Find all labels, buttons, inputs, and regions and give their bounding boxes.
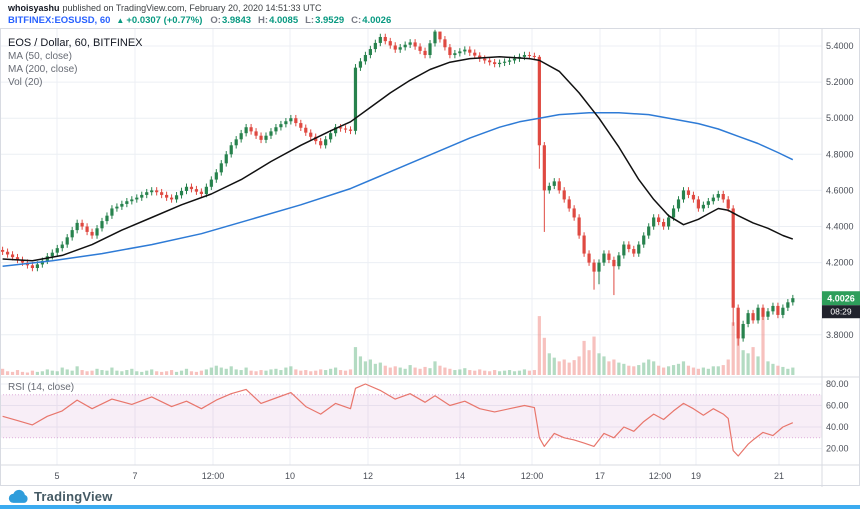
footer-accent-bar [0, 505, 860, 509]
open-label: O: [210, 15, 221, 26]
svg-text:12:00: 12:00 [649, 471, 672, 481]
svg-text:14: 14 [455, 471, 465, 481]
footer: TradingView [0, 487, 860, 509]
svg-text:4.4000: 4.4000 [826, 222, 854, 232]
low-value: 3.9529 [315, 15, 345, 26]
price-chart-canvas[interactable]: 5.4000 5.2000 5.0000 4.8000 4.6000 4.4000 4.20… [0, 28, 860, 487]
tradingview-cloud-icon [8, 489, 28, 503]
open-value: 3.9843 [221, 15, 252, 26]
author-name: whoisyashu [8, 3, 60, 13]
svg-text:4.0026: 4.0026 [827, 294, 855, 304]
publish-header: whoisyashu published on TradingView.com, … [0, 0, 860, 28]
tradingview-logo-text: TradingView [34, 488, 113, 504]
close-value: 4.0026 [362, 15, 392, 26]
low-label: L: [305, 15, 315, 26]
svg-text:12:00: 12:00 [202, 471, 225, 481]
svg-text:5: 5 [54, 471, 59, 481]
chart-area: 5.4000 5.2000 5.0000 4.8000 4.6000 4.4000 4.20… [0, 28, 860, 487]
legend-rsi[interactable]: RSI (14, close) [8, 382, 75, 393]
svg-text:10: 10 [285, 471, 295, 481]
svg-text:4.6000: 4.6000 [826, 185, 854, 195]
change-up-icon: ▲ [116, 16, 125, 25]
symbol-header: BITFINEX:EOSUSD, 60 ▲ +0.0307 (+0.77%) O:3.… [8, 15, 860, 27]
svg-text:17: 17 [595, 471, 605, 481]
svg-text:19: 19 [691, 471, 701, 481]
symbol-name[interactable]: BITFINEX:EOSUSD, 60 [8, 15, 111, 26]
tradingview-logo[interactable]: TradingView [0, 487, 860, 505]
publish-text: published on TradingView.com, February 2… [62, 3, 322, 13]
svg-text:40.00: 40.00 [826, 422, 849, 432]
svg-text:12: 12 [363, 471, 373, 481]
svg-text:4.2000: 4.2000 [826, 258, 854, 268]
svg-text:08:29: 08:29 [830, 307, 852, 317]
high-label: H: [258, 15, 269, 26]
svg-text:5.4000: 5.4000 [826, 41, 854, 51]
close-label: C: [351, 15, 362, 26]
svg-text:21: 21 [774, 471, 784, 481]
svg-text:5.2000: 5.2000 [826, 77, 854, 87]
change-value: +0.0307 (+0.77%) [126, 15, 203, 26]
svg-text:20.00: 20.00 [826, 444, 849, 454]
high-value: 4.0085 [269, 15, 299, 26]
publish-info: whoisyashu published on TradingView.com, … [8, 3, 860, 14]
svg-text:7: 7 [132, 471, 137, 481]
svg-text:12:00: 12:00 [521, 471, 544, 481]
svg-text:5.0000: 5.0000 [826, 113, 854, 123]
svg-text:4.8000: 4.8000 [826, 149, 854, 159]
svg-text:60.00: 60.00 [826, 401, 849, 411]
svg-text:80.00: 80.00 [826, 379, 849, 389]
svg-text:3.8000: 3.8000 [826, 330, 854, 340]
